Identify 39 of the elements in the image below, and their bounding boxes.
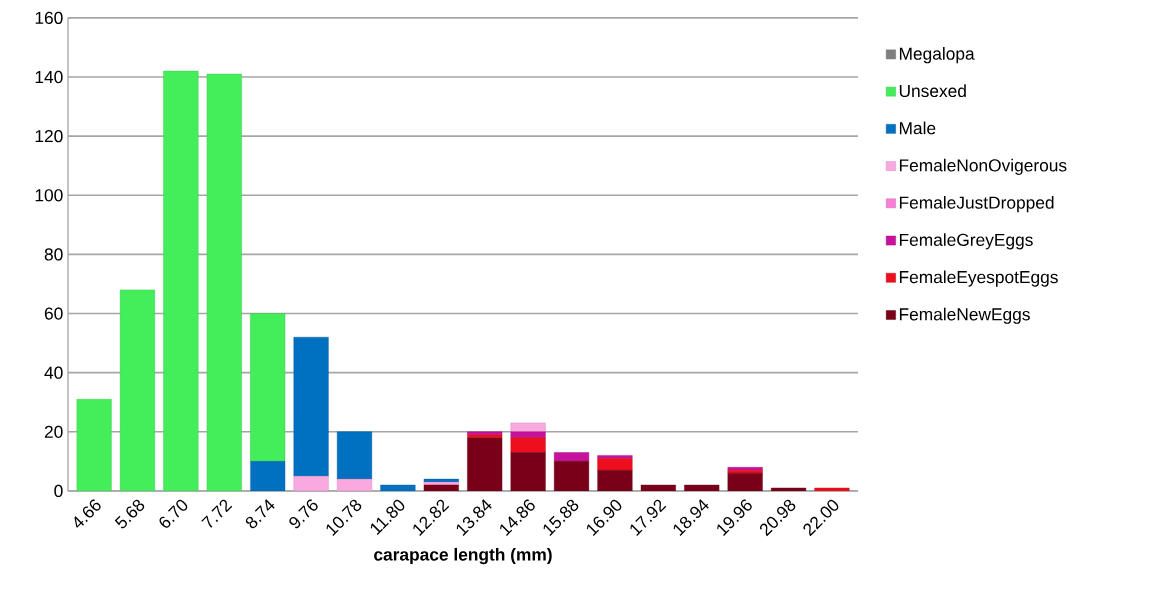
bar: [510, 431, 546, 438]
y-tick-label: 40: [44, 366, 63, 379]
legend-label: FemaleNonOvigerous: [899, 158, 1067, 175]
y-tick-label: 20: [44, 425, 63, 438]
x-axis-title: carapace length (mm): [374, 547, 552, 565]
x-tick-label: 4.66: [74, 499, 101, 528]
legend-label: FemaleEyespotEggs: [899, 270, 1058, 287]
legend-label: Unsexed: [899, 84, 966, 98]
bar: [250, 313, 286, 462]
bar: [76, 399, 112, 491]
y-tick-label: 80: [44, 248, 63, 261]
bar: [814, 487, 850, 491]
bar: [553, 452, 590, 462]
y-tick-label: 160: [35, 11, 63, 24]
bar: [597, 458, 633, 471]
y-tick-label: 60: [44, 307, 63, 320]
legend-label: Male: [899, 121, 936, 135]
legend-label: FemaleNewEggs: [899, 307, 1030, 324]
bar: [467, 437, 503, 491]
bar: [163, 70, 199, 491]
y-tick-label: 100: [35, 189, 63, 202]
bar: [206, 73, 242, 491]
bar: [250, 461, 286, 491]
bar: [597, 455, 633, 459]
x-tick-label: 6.70: [159, 499, 188, 528]
legend-label: FemaleJustDropped: [899, 196, 1054, 213]
bar: [293, 336, 329, 477]
y-tick-label: 0: [54, 484, 63, 498]
y-tick-label: 120: [35, 129, 63, 143]
bar: [553, 461, 590, 491]
bar: [510, 452, 546, 491]
bar: [336, 431, 373, 480]
bar: [597, 470, 633, 491]
bar: [510, 437, 546, 453]
bar: [119, 289, 155, 491]
y-tick-label: 140: [35, 70, 63, 84]
x-tick-label: 7.72: [201, 499, 233, 528]
legend-label: Megalopa: [899, 47, 975, 64]
legend-label: FemaleGreyEggs: [899, 233, 1033, 250]
